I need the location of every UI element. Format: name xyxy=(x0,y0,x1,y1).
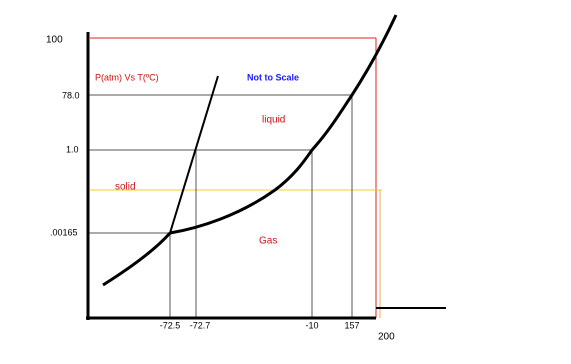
region-label: solid xyxy=(115,182,136,193)
region-label: liquid xyxy=(262,115,285,126)
y-label: 1.0 xyxy=(66,144,79,154)
y-label: 100 xyxy=(46,35,63,46)
y-label: .00165 xyxy=(50,227,78,237)
x-label: 157 xyxy=(344,320,359,330)
x-label: -10 xyxy=(305,320,318,330)
y-label: 78.0 xyxy=(62,90,80,100)
fusion-curve xyxy=(169,75,219,234)
diagram-title: P(atm) Vs T(ºC) xyxy=(95,72,159,82)
sublimation-curve xyxy=(102,232,172,287)
x-label: -72.7 xyxy=(190,320,211,330)
scale-note: Not to Scale xyxy=(247,72,299,82)
guide-lines xyxy=(88,94,353,318)
x-label: -72.5 xyxy=(160,320,181,330)
x-label: 200 xyxy=(378,332,395,343)
vaporization-curve xyxy=(169,14,398,235)
region-label: Gas xyxy=(259,236,277,247)
